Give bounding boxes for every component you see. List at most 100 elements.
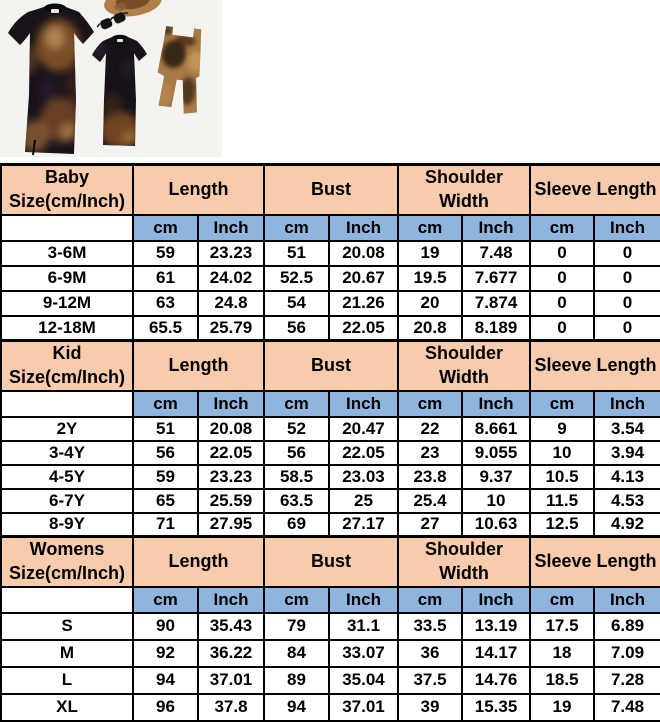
section-title-line: Size(cm/Inch) bbox=[8, 366, 126, 387]
unit-cell: Inch bbox=[328, 213, 399, 242]
size-row: M 92 36.22 84 33.07 36 14.17 18 7.09 bbox=[0, 638, 660, 668]
value-cell: 25.59 bbox=[197, 487, 265, 514]
section-header-row-womens: Womens Size(cm/Inch) Length Bust Shoulder Wi… bbox=[0, 535, 660, 588]
value-cell: 4.53 bbox=[593, 487, 660, 514]
size-label-cell: L bbox=[0, 665, 134, 695]
value-cell: 92 bbox=[132, 638, 199, 668]
section-title-line: Womens bbox=[29, 539, 105, 560]
value-cell: 18.5 bbox=[529, 665, 596, 695]
value-cell: 20.8 bbox=[397, 314, 463, 342]
value-cell: 10.5 bbox=[529, 463, 596, 490]
value-cell: 10.63 bbox=[460, 511, 532, 538]
unit-cell: cm bbox=[263, 213, 330, 242]
size-row: 3-6M 59 23.23 51 20.08 19 7.48 0 0 bbox=[0, 239, 660, 267]
value-cell: 19 bbox=[397, 239, 463, 267]
value-cell: 71 bbox=[132, 511, 199, 538]
unit-cell: cm bbox=[397, 213, 463, 242]
value-cell: 23.8 bbox=[397, 463, 463, 490]
hat-image bbox=[104, 0, 162, 17]
value-cell: 51 bbox=[132, 415, 199, 442]
value-cell: 24.02 bbox=[197, 264, 265, 292]
value-cell: 0 bbox=[529, 314, 596, 342]
value-cell: 37.5 bbox=[397, 665, 463, 695]
value-cell: 65 bbox=[132, 487, 199, 514]
size-row: 6-7Y 65 25.59 63.5 25 25.4 10 11.5 4.53 bbox=[0, 487, 660, 514]
value-cell: 7.28 bbox=[593, 665, 660, 695]
value-cell: 4.92 bbox=[593, 511, 660, 538]
value-cell: 51 bbox=[263, 239, 330, 267]
unit-cell: cm bbox=[397, 585, 463, 614]
unit-row-kid: cm Inch cm Inch cm Inch cm Inch bbox=[0, 389, 660, 418]
unit-row-baby: cm Inch cm Inch cm Inch cm Inch bbox=[0, 213, 660, 242]
value-cell: 15.35 bbox=[460, 692, 532, 722]
measure-header-cell: Bust bbox=[263, 535, 399, 588]
value-cell: 61 bbox=[132, 264, 199, 292]
unit-cell: Inch bbox=[460, 389, 532, 418]
value-cell: 0 bbox=[593, 264, 660, 292]
size-label-cell: S bbox=[0, 611, 134, 641]
value-cell: 39 bbox=[397, 692, 463, 722]
unit-cell: cm bbox=[132, 213, 199, 242]
unit-cell: Inch bbox=[593, 585, 660, 614]
value-cell: 7.48 bbox=[593, 692, 660, 722]
unit-cell: Inch bbox=[593, 389, 660, 418]
value-cell: 37.8 bbox=[197, 692, 265, 722]
size-label-cell: 9-12M bbox=[0, 289, 134, 317]
section-title-line: Size(cm/Inch) bbox=[8, 562, 126, 583]
value-cell: 14.17 bbox=[460, 638, 532, 668]
product-photo-illustration bbox=[0, 0, 222, 157]
value-cell: 23 bbox=[397, 439, 463, 466]
value-cell: 8.189 bbox=[460, 314, 532, 342]
value-cell: 14.76 bbox=[460, 665, 532, 695]
section-title-baby: Baby Size(cm/Inch) bbox=[0, 163, 134, 216]
value-cell: 63.5 bbox=[263, 487, 330, 514]
measure-header-cell: Bust bbox=[263, 163, 399, 216]
value-cell: 17.5 bbox=[529, 611, 596, 641]
value-cell: 19.5 bbox=[397, 264, 463, 292]
measure-header-cell: Shoulder Width bbox=[396, 339, 532, 392]
value-cell: 65.5 bbox=[132, 314, 199, 342]
value-cell: 22.05 bbox=[328, 314, 399, 342]
value-cell: 11.5 bbox=[529, 487, 596, 514]
value-cell: 25 bbox=[328, 487, 399, 514]
size-label-cell: 3-4Y bbox=[0, 439, 134, 466]
size-label-cell: M bbox=[0, 638, 134, 668]
size-row: 4-5Y 59 23.23 58.5 23.03 23.8 9.37 10.5 4.13 bbox=[0, 463, 660, 490]
measure-header-cell: Shoulder Width bbox=[396, 163, 532, 216]
value-cell: 25.79 bbox=[197, 314, 265, 342]
measure-header-cell: Length bbox=[132, 535, 265, 588]
section-header-row-baby: Baby Size(cm/Inch) Length Bust Shoulder Widt… bbox=[0, 163, 660, 216]
unit-cell: Inch bbox=[328, 585, 399, 614]
size-chart-table: Baby Size(cm/Inch) Length Bust Shoulder Widt… bbox=[0, 163, 660, 722]
size-label-cell: 8-9Y bbox=[0, 511, 134, 538]
section-title-line: Baby bbox=[44, 167, 89, 188]
measure-header-cell: Bust bbox=[263, 339, 399, 392]
value-cell: 0 bbox=[529, 239, 596, 267]
measure-header-cell: Length bbox=[132, 339, 265, 392]
value-cell: 27.95 bbox=[197, 511, 265, 538]
unit-row-womens: cm Inch cm Inch cm Inch cm Inch bbox=[0, 585, 660, 614]
value-cell: 22 bbox=[397, 415, 463, 442]
size-row: XL 96 37.8 94 37.01 39 15.35 19 7.48 bbox=[0, 692, 660, 722]
unit-cell: Inch bbox=[328, 389, 399, 418]
value-cell: 7.874 bbox=[460, 289, 532, 317]
value-cell: 56 bbox=[263, 439, 330, 466]
value-cell: 20 bbox=[397, 289, 463, 317]
size-row: 9-12M 63 24.8 54 21.26 20 7.874 0 0 bbox=[0, 289, 660, 317]
value-cell: 37.01 bbox=[197, 665, 265, 695]
product-photo bbox=[0, 0, 222, 157]
value-cell: 20.08 bbox=[328, 239, 399, 267]
value-cell: 23.23 bbox=[197, 463, 265, 490]
value-cell: 12.5 bbox=[529, 511, 596, 538]
value-cell: 8.661 bbox=[460, 415, 532, 442]
section-title-womens: Womens Size(cm/Inch) bbox=[0, 535, 134, 588]
value-cell: 21.26 bbox=[328, 289, 399, 317]
value-cell: 33.07 bbox=[328, 638, 399, 668]
unit-cell: Inch bbox=[197, 585, 265, 614]
value-cell: 9.055 bbox=[460, 439, 532, 466]
value-cell: 52 bbox=[263, 415, 330, 442]
unit-cell: cm bbox=[529, 213, 596, 242]
value-cell: 35.04 bbox=[328, 665, 399, 695]
value-cell: 7.677 bbox=[460, 264, 532, 292]
value-cell: 84 bbox=[263, 638, 330, 668]
